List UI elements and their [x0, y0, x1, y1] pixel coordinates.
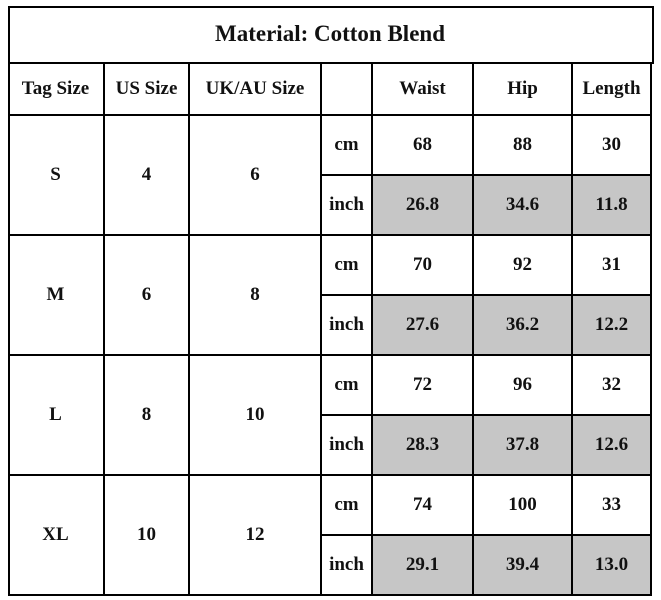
measure: 100: [474, 476, 573, 536]
measure: 37.8: [474, 416, 573, 476]
header-cell: US Size: [105, 64, 190, 116]
measure: 27.6: [373, 296, 474, 356]
measure: 31: [573, 236, 652, 296]
us-size: 10: [105, 476, 190, 596]
us-size: 4: [105, 116, 190, 236]
measure: 28.3: [373, 416, 474, 476]
uk-size: 10: [190, 356, 322, 476]
measure: 26.8: [373, 176, 474, 236]
measure: 72: [373, 356, 474, 416]
header-cell: Waist: [373, 64, 474, 116]
measure: 70: [373, 236, 474, 296]
measure: 68: [373, 116, 474, 176]
unit: inch: [322, 176, 373, 236]
header-blank: [322, 64, 373, 116]
measure: 34.6: [474, 176, 573, 236]
measure: 12.6: [573, 416, 652, 476]
measure: 33: [573, 476, 652, 536]
measure: 32: [573, 356, 652, 416]
measure: 74: [373, 476, 474, 536]
uk-size: 12: [190, 476, 322, 596]
unit: cm: [322, 356, 373, 416]
measure: 92: [474, 236, 573, 296]
us-size: 8: [105, 356, 190, 476]
uk-size: 6: [190, 116, 322, 236]
header-cell: UK/AU Size: [190, 64, 322, 116]
tag-size: XL: [8, 476, 105, 596]
unit: cm: [322, 476, 373, 536]
measure: 12.2: [573, 296, 652, 356]
measure: 96: [474, 356, 573, 416]
measure: 11.8: [573, 176, 652, 236]
size-table: Material: Cotton Blend Tag Size US Size UK/…: [8, 6, 654, 596]
header-cell: Hip: [474, 64, 573, 116]
measure: 30: [573, 116, 652, 176]
unit: cm: [322, 116, 373, 176]
uk-size: 8: [190, 236, 322, 356]
unit: inch: [322, 536, 373, 596]
tag-size: M: [8, 236, 105, 356]
measure: 13.0: [573, 536, 652, 596]
measure: 29.1: [373, 536, 474, 596]
unit: inch: [322, 296, 373, 356]
measure: 36.2: [474, 296, 573, 356]
title: Material: Cotton Blend: [8, 6, 654, 64]
measure: 39.4: [474, 536, 573, 596]
measure: 88: [474, 116, 573, 176]
unit: cm: [322, 236, 373, 296]
header-cell: Tag Size: [8, 64, 105, 116]
us-size: 6: [105, 236, 190, 356]
unit: inch: [322, 416, 373, 476]
tag-size: S: [8, 116, 105, 236]
header-cell: Length: [573, 64, 652, 116]
tag-size: L: [8, 356, 105, 476]
